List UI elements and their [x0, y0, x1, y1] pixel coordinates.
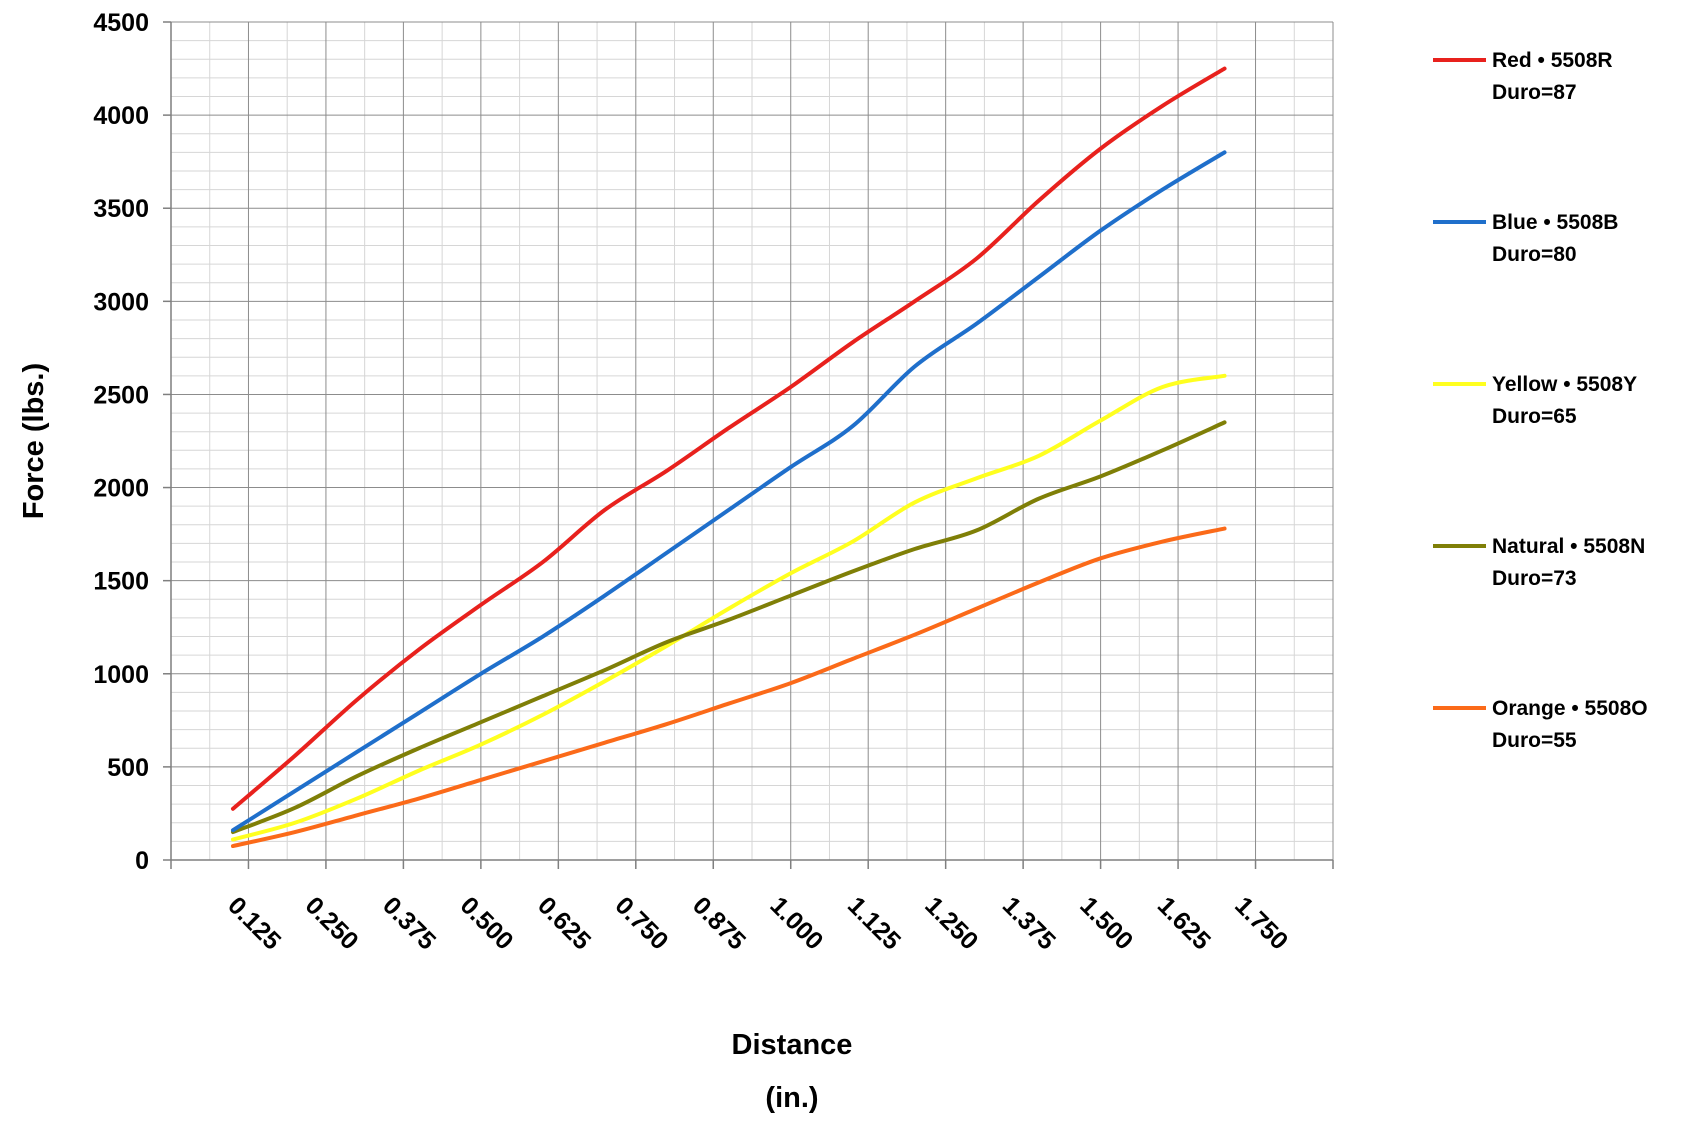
legend-label-4: Duro=55 — [1492, 729, 1577, 752]
legend-label-1: Duro=80 — [1492, 243, 1577, 266]
y-tick-label: 4500 — [93, 9, 149, 37]
x-tick-label: 0.750 — [610, 891, 674, 955]
x-tick-label: 0.500 — [455, 891, 519, 955]
y-tick-label: 500 — [107, 754, 149, 782]
legend-label-0: Duro=87 — [1492, 81, 1577, 104]
x-tick-label: 0.625 — [532, 891, 596, 955]
x-tick-label: 0.250 — [300, 891, 364, 955]
x-tick-label: 0.375 — [377, 891, 441, 955]
x-tick-label: 0.125 — [222, 891, 286, 955]
x-tick-label: 1.500 — [1074, 891, 1138, 955]
series-line-2 — [230, 373, 1227, 842]
x-axis-title-line: (in.) — [765, 1082, 818, 1114]
x-tick-label: 1.125 — [842, 891, 906, 955]
legend-label-2: Yellow • 5508Y — [1492, 373, 1637, 396]
y-tick-label: 2500 — [93, 381, 149, 409]
legend-label-1: Blue • 5508B — [1492, 211, 1618, 234]
y-tick-label: 1500 — [93, 568, 149, 596]
legend-label-3: Duro=73 — [1492, 567, 1577, 590]
x-tick-label: 1.625 — [1152, 891, 1216, 955]
x-tick-label: 1.750 — [1229, 891, 1293, 955]
y-tick-label: 2000 — [93, 475, 149, 503]
series-line-4 — [230, 526, 1227, 849]
y-tick-label: 4000 — [93, 102, 149, 130]
series-line-1 — [230, 150, 1227, 833]
series-line-0 — [230, 66, 1227, 811]
y-tick-label: 1000 — [93, 661, 149, 689]
y-axis-title: Force (lbs.) — [18, 363, 50, 519]
x-axis-title-line: Distance — [732, 1029, 853, 1061]
legend-label-4: Orange • 5508O — [1492, 697, 1648, 720]
x-tick-label: 1.000 — [764, 891, 828, 955]
x-tick-label: 1.375 — [997, 891, 1061, 955]
legend-label-3: Natural • 5508N — [1492, 535, 1645, 558]
y-tick-label: 3500 — [93, 195, 149, 223]
series-line-3 — [230, 420, 1227, 835]
x-tick-label: 1.250 — [919, 891, 983, 955]
legend-label-2: Duro=65 — [1492, 405, 1577, 428]
y-tick-label: 0 — [135, 847, 149, 875]
y-tick-label: 3000 — [93, 288, 149, 316]
x-tick-label: 0.875 — [687, 891, 751, 955]
legend-label-0: Red • 5508R — [1492, 49, 1613, 72]
